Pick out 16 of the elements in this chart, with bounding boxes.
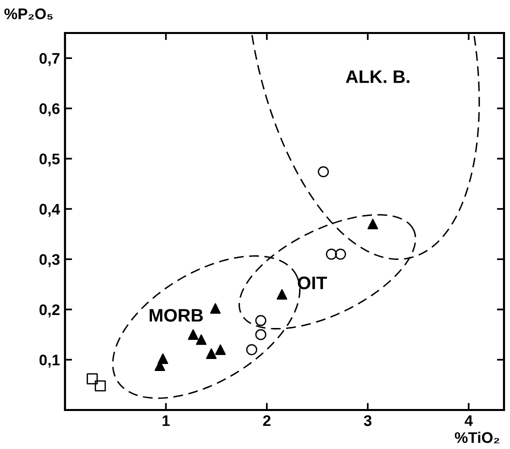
annotation: OIT bbox=[298, 276, 328, 290]
y-tick-label: 0,7 bbox=[40, 53, 60, 66]
y-tick-label: 0,2 bbox=[40, 304, 60, 318]
x-tick-label: 3 bbox=[364, 415, 372, 426]
x-tick-label: 1 bbox=[162, 415, 170, 426]
y-axis-title: %P₂O₅ bbox=[4, 8, 53, 20]
x-axis-title: %TiO₂ bbox=[454, 432, 500, 444]
y-tick-label: 0,1 bbox=[40, 354, 60, 368]
y-tick-label: 0,4 bbox=[40, 204, 60, 217]
y-tick-label: 0,5 bbox=[40, 154, 60, 167]
x-tick-label: 2 bbox=[263, 415, 270, 426]
annotation: MORB bbox=[150, 308, 203, 322]
annotation: ALK. B. bbox=[346, 70, 410, 83]
y-tick-label: 0,3 bbox=[40, 254, 60, 268]
x-tick-label: 4 bbox=[464, 415, 473, 426]
y-tick-label: 0,6 bbox=[40, 103, 60, 116]
